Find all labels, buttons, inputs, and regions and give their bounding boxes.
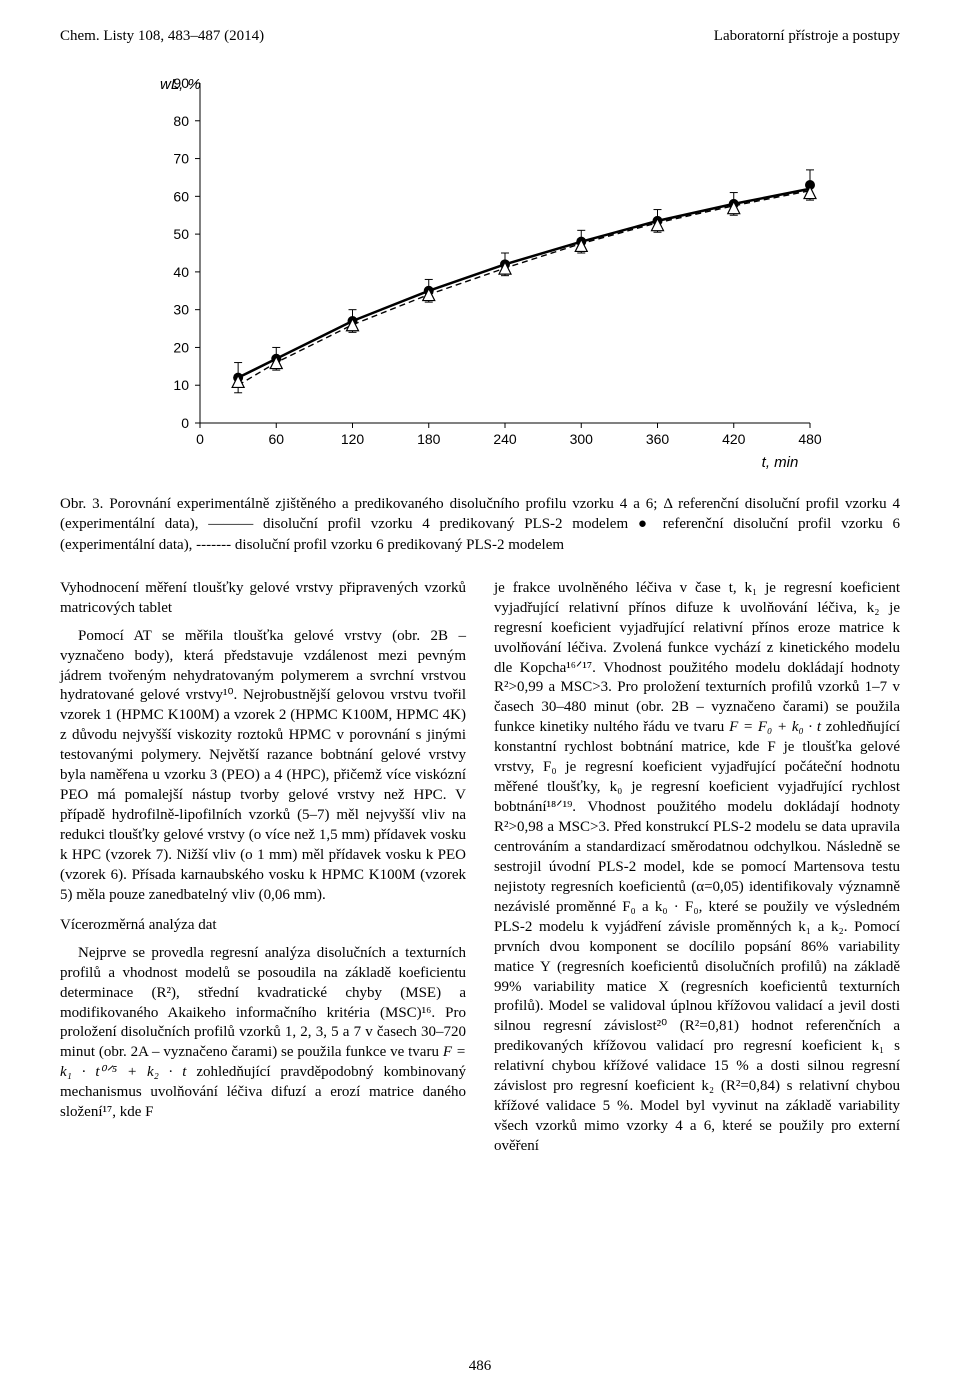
svg-text:40: 40 [173,264,189,280]
dissolution-chart: 0 60 120 180 240 300 360 420 480 0 10 20 30 40 50 60 70 8… [130,63,830,483]
left-paragraph-1: Pomocí AT se měřila tloušťka gelové vrst… [60,627,466,906]
svg-text:360: 360 [646,431,670,447]
right-column: je frakce uvolněného léčiva v čase t, k₁… [494,579,900,1167]
header-left: Chem. Listy 108, 483–487 (2014) [60,28,264,45]
svg-text:0: 0 [196,431,204,447]
svg-text:70: 70 [173,151,189,167]
solid-line-glyph: ——— [208,516,253,532]
svg-text:120: 120 [341,431,365,447]
header-right: Laboratorní přístroje a postupy [714,28,900,45]
section-heading-gel: Vyhodnocení měření tloušťky gelové vrstv… [60,579,466,619]
right-p1-a: je frakce uvolněného léčiva v čase t, k₁… [494,580,900,736]
svg-text:30: 30 [173,302,189,318]
svg-text:wL, %: wL, % [160,76,201,93]
section-heading-analysis: Vícerozměrná analýza dat [60,916,466,936]
page-number: 486 [0,1358,960,1375]
svg-text:180: 180 [417,431,441,447]
svg-text:t, min: t, min [762,454,799,471]
left-paragraph-2: Nejprve se provedla regresní analýza dis… [60,944,466,1123]
figure-caption: Obr. 3. Porovnání experimentálně zjištěn… [60,494,900,555]
page-header: Chem. Listy 108, 483–487 (2014) Laborato… [60,28,900,45]
left-p2-a: Nejprve se provedla regresní analýza dis… [60,945,466,1061]
svg-text:80: 80 [173,113,189,129]
svg-text:20: 20 [173,339,189,355]
svg-text:50: 50 [173,226,189,242]
svg-text:240: 240 [493,431,517,447]
text-columns: Vyhodnocení měření tloušťky gelové vrstv… [60,579,900,1167]
right-p1-b: zohledňující konstantní rychlost bobtnán… [494,719,900,1154]
left-column: Vyhodnocení měření tloušťky gelové vrstv… [60,579,466,1167]
caption-lead: Obr. 3. Porovnání experimentálně zjištěn… [60,496,657,512]
svg-text:420: 420 [722,431,746,447]
chart-figure: 0 60 120 180 240 300 360 420 480 0 10 20 30 40 50 60 70 8… [130,63,830,488]
right-p1-formula: F = F₀ + k₀ · t [729,719,821,735]
svg-text:0: 0 [181,415,189,431]
svg-text:10: 10 [173,377,189,393]
right-paragraph-1: je frakce uvolněného léčiva v čase t, k₁… [494,579,900,1157]
svg-text:300: 300 [570,431,594,447]
svg-text:60: 60 [268,431,284,447]
svg-text:60: 60 [173,188,189,204]
svg-text:480: 480 [798,431,822,447]
